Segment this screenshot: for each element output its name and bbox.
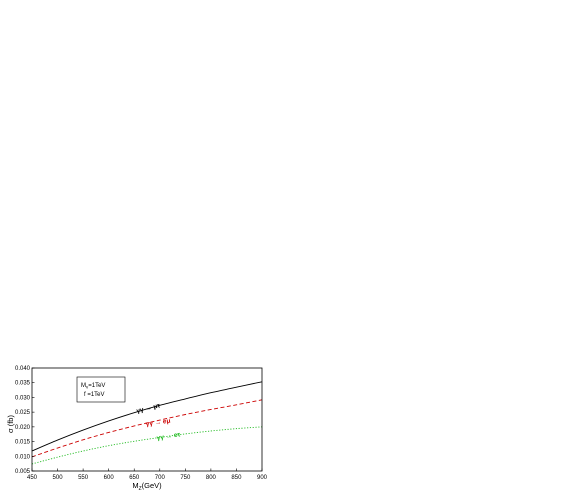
legend-line2: f =1TeV <box>84 392 105 398</box>
x-tick-label: 550 <box>78 475 89 481</box>
legend-line1-sub: ν <box>86 385 89 390</box>
y-tick-label: 0.020 <box>15 425 31 431</box>
y-tick-label: 0.005 <box>15 469 31 475</box>
y-tick-label: 0.025 <box>15 410 31 416</box>
curve-labels: γγ → μτ γγ → eμ γγ → eτ <box>136 402 181 442</box>
x-ticks: 450 500 550 600 650 700 750 800 850 900 <box>27 468 268 481</box>
x-tick-label: 450 <box>27 475 38 481</box>
series-line-e-tau <box>31 426 263 465</box>
x-tick-label: 900 <box>257 475 268 481</box>
series-label-e-mu: γγ → eμ <box>145 418 171 428</box>
y-tick-label: 0.040 <box>15 366 31 372</box>
x-tick-label: 850 <box>231 475 242 481</box>
y-tick-label: 0.010 <box>15 454 31 460</box>
y-ticks: 0.005 0.010 0.015 0.020 0.025 0.030 0.035 0.040 <box>15 366 35 475</box>
legend-box: Mν=1TeV f =1TeV <box>76 376 126 403</box>
x-tick-label: 500 <box>53 475 64 481</box>
series-line-mu-tau <box>31 381 263 452</box>
x-axis-label: MZ(GeV) <box>132 481 162 492</box>
x-axis-label-main: M <box>132 481 138 490</box>
y-tick-label: 0.030 <box>15 395 31 401</box>
curves <box>31 381 263 465</box>
x-tick-label: 650 <box>129 475 140 481</box>
x-tick-label: 800 <box>206 475 217 481</box>
svg-text:Mν=1TeV: Mν=1TeV <box>81 383 105 390</box>
x-axis-label-sub: Z <box>139 486 142 492</box>
x-tick-label: 750 <box>180 475 191 481</box>
series-label-mu-tau: γγ → μτ <box>136 402 161 415</box>
y-tick-label: 0.015 <box>15 440 31 446</box>
series-label-e-tau: γγ → eτ <box>156 431 181 442</box>
y-tick-label: 0.035 <box>15 381 31 387</box>
x-axis-label-unit: (GeV) <box>142 481 163 490</box>
legend-line1-rest: =1TeV <box>88 383 105 389</box>
y-axis-label: σ (fb) <box>6 415 15 433</box>
series-line-e-mu <box>31 399 263 458</box>
legend-line1-main: M <box>81 383 86 389</box>
x-tick-label: 600 <box>104 475 115 481</box>
x-tick-label: 700 <box>155 475 166 481</box>
plot-frame <box>31 367 263 472</box>
